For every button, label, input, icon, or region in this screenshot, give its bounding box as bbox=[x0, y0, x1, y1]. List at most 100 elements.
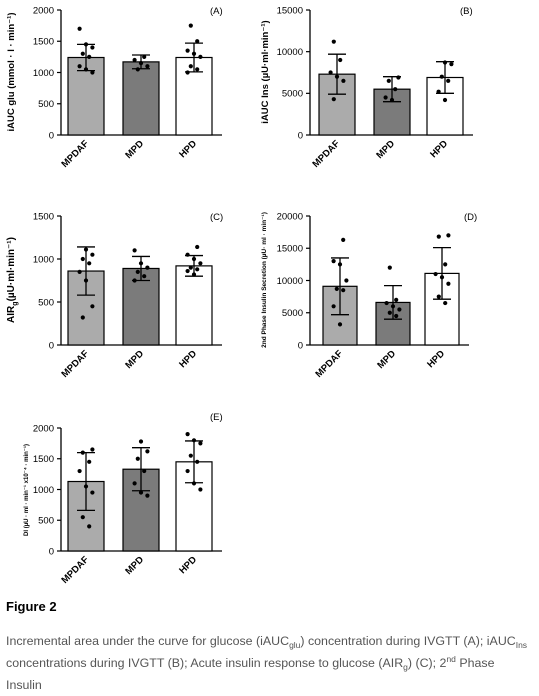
data-point bbox=[334, 286, 339, 291]
data-point bbox=[132, 278, 137, 283]
panel-label: (D) bbox=[464, 212, 477, 223]
data-point bbox=[389, 97, 395, 103]
x-tick-label: MPD bbox=[123, 554, 146, 577]
chart-d: (D) 0 5000 10000 15000 20000 2nd Phase Insulin… bbox=[261, 211, 477, 380]
data-point bbox=[80, 51, 85, 56]
data-point bbox=[341, 237, 346, 242]
data-point bbox=[132, 248, 137, 253]
data-point bbox=[383, 95, 388, 100]
data-point bbox=[191, 438, 197, 443]
x-tick-label: HPD bbox=[428, 138, 450, 160]
x-tick-label: MPDAF bbox=[313, 348, 345, 380]
y-tick-label: 5000 bbox=[282, 308, 303, 319]
data-point bbox=[387, 310, 392, 315]
y-axis-label: AIRg(µU·ml·min⁻¹) bbox=[6, 237, 19, 323]
y-axis-label-main: AIR bbox=[6, 305, 17, 323]
data-point bbox=[195, 39, 200, 44]
data-point bbox=[90, 252, 95, 257]
data-point bbox=[446, 281, 451, 286]
data-point bbox=[443, 262, 448, 267]
data-point bbox=[80, 450, 85, 455]
panel-label: (C) bbox=[210, 212, 223, 223]
data-point bbox=[77, 26, 82, 31]
x-tick-label: HPD bbox=[425, 348, 447, 370]
data-point bbox=[87, 54, 92, 59]
data-point bbox=[142, 274, 147, 279]
x-tick-label: HPD bbox=[177, 348, 199, 370]
x-tick-label: MPD bbox=[123, 138, 146, 161]
chart-e: (E) 0 500 1000 1500 2000 DI (µU · ml · min⁻¹ x… bbox=[23, 412, 223, 586]
caption-text-3: concentrations during IVGTT (B); Acute i… bbox=[6, 656, 404, 670]
chart-c: (C) 0 500 1000 1500 AIRg(µU·ml·min⁻¹) MPDAF MPD… bbox=[6, 211, 223, 380]
data-point bbox=[135, 269, 140, 274]
data-point bbox=[195, 267, 200, 272]
bar-hpd bbox=[175, 265, 213, 346]
data-point bbox=[135, 67, 140, 72]
data-point bbox=[436, 294, 441, 299]
y-tick-label: 10000 bbox=[277, 276, 303, 287]
data-point bbox=[341, 288, 346, 293]
data-point bbox=[138, 261, 144, 266]
data-point bbox=[83, 67, 89, 72]
data-point bbox=[185, 432, 190, 437]
data-point bbox=[188, 453, 193, 458]
bar-mpdaf bbox=[318, 73, 356, 136]
caption-sub-1: glu bbox=[289, 640, 301, 650]
data-point bbox=[442, 60, 448, 65]
data-point bbox=[331, 39, 336, 44]
data-point bbox=[191, 272, 197, 277]
data-point bbox=[188, 265, 193, 270]
bar-mpd bbox=[122, 61, 160, 136]
y-axis-label: 2nd Phase Insulin Secretion (µU· ml · mi… bbox=[261, 212, 268, 348]
bar-hpd bbox=[175, 56, 213, 136]
data-point bbox=[80, 315, 85, 320]
y-tick-label: 1500 bbox=[33, 454, 54, 465]
x-tick-label: MPD bbox=[375, 348, 398, 371]
y-axis-label: DI (µU · ml · min⁻¹ x10⁻⁴ · min⁻¹) bbox=[23, 444, 30, 536]
data-point bbox=[191, 481, 197, 486]
panel-label: (E) bbox=[210, 412, 223, 423]
panel-label: (B) bbox=[460, 6, 473, 17]
data-point bbox=[142, 54, 147, 59]
data-point bbox=[394, 297, 399, 302]
data-point bbox=[198, 487, 203, 492]
caption-text-4: ) (C); 2 bbox=[407, 656, 447, 670]
y-tick-label: 1000 bbox=[33, 485, 54, 496]
chart-b: (B) 0 5000 10000 15000 iAUC Ins (µU·ml·min⁻¹)… bbox=[260, 5, 473, 170]
data-point bbox=[436, 234, 441, 239]
data-point bbox=[331, 259, 336, 264]
data-point bbox=[142, 468, 147, 474]
data-point bbox=[341, 78, 346, 83]
caption-sub-3: g bbox=[403, 662, 408, 672]
caption-sub-2: Ins bbox=[515, 640, 528, 650]
data-point bbox=[331, 97, 336, 102]
data-point bbox=[344, 278, 349, 283]
data-point bbox=[386, 78, 391, 83]
data-point bbox=[185, 48, 190, 53]
data-point bbox=[90, 304, 95, 309]
data-point bbox=[145, 449, 150, 454]
data-point bbox=[198, 261, 203, 266]
y-tick-label: 15000 bbox=[277, 244, 303, 255]
chart-a: (A) 0 500 1000 1500 2000 iAUC glu (mmol · l · … bbox=[6, 5, 223, 170]
y-tick-label: 1000 bbox=[33, 254, 54, 265]
x-tick-label: MPDAF bbox=[59, 138, 91, 170]
data-point bbox=[83, 484, 89, 489]
caption-text-2: ) concentration during IVGTT (A); iAUC bbox=[300, 634, 516, 648]
data-point bbox=[439, 275, 445, 280]
y-axis-label-sub: g bbox=[12, 301, 19, 305]
y-tick-label: 15000 bbox=[277, 5, 303, 16]
data-point bbox=[443, 300, 448, 306]
data-point bbox=[188, 23, 193, 28]
figure-caption: Incremental area under the curve for glu… bbox=[6, 630, 532, 696]
data-point bbox=[77, 468, 82, 474]
data-point bbox=[185, 70, 190, 75]
y-axis-label: iAUC Ins (µU·ml·min⁻¹) bbox=[260, 20, 271, 123]
y-tick-label: 0 bbox=[298, 340, 303, 351]
x-tick-label: HPD bbox=[177, 138, 199, 160]
data-point bbox=[195, 67, 200, 72]
data-point bbox=[138, 490, 144, 495]
data-point bbox=[138, 439, 144, 444]
data-point bbox=[90, 447, 95, 452]
x-tick-label: MPDAF bbox=[59, 348, 91, 380]
